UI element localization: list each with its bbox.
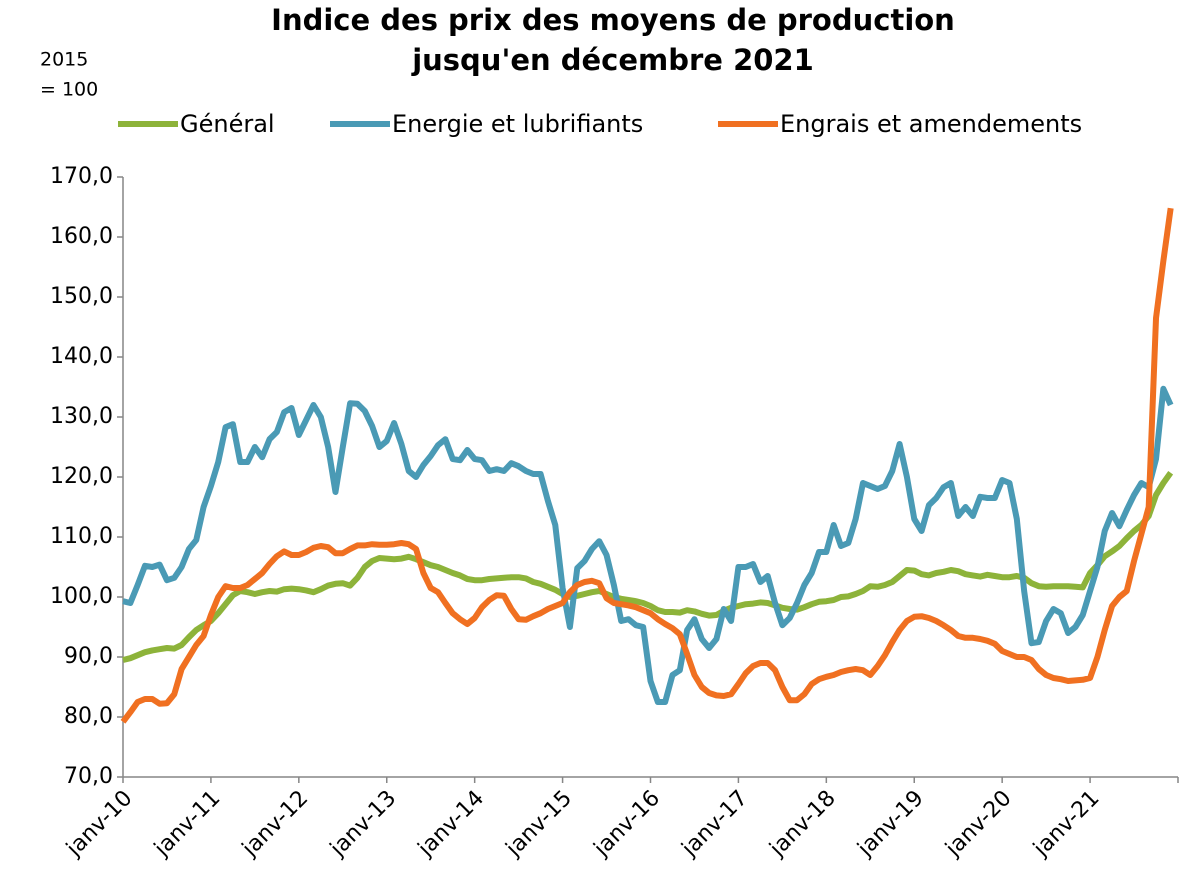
x-tick-label: janv-21 (1028, 786, 1104, 862)
y-tick-label: 70,0 (64, 764, 113, 789)
y-tick-label: 150,0 (50, 284, 113, 309)
x-tick-label: janv-10 (61, 786, 137, 862)
series-line (122, 471, 1174, 663)
y-tick-label: 120,0 (50, 464, 113, 489)
y-tick-label: 130,0 (50, 404, 113, 429)
x-tick-label: janv-15 (501, 786, 577, 862)
legend-label: Energie et lubrifiants (392, 110, 643, 138)
x-tick-label: janv-14 (413, 786, 489, 862)
y-tick-label: 90,0 (64, 644, 113, 669)
x-tick-label: janv-13 (325, 786, 401, 862)
y-tick-label: 160,0 (50, 224, 113, 249)
x-tick-label: janv-17 (677, 786, 753, 862)
x-tick-label: janv-19 (852, 786, 928, 862)
y-axis-label: = 100 (40, 79, 98, 101)
x-tick-label: janv-11 (149, 786, 225, 862)
x-tick-label: janv-20 (940, 786, 1016, 862)
legend-label: Général (180, 110, 275, 138)
y-tick-label: 80,0 (64, 704, 113, 729)
y-tick-label: 100,0 (50, 584, 113, 609)
y-tick-label: 140,0 (50, 344, 113, 369)
y-axis-label: 2015 (40, 49, 88, 71)
x-tick-label: janv-18 (765, 786, 841, 862)
series-line (122, 385, 1174, 705)
y-tick-label: 110,0 (50, 524, 113, 549)
y-tick-label: 170,0 (50, 164, 113, 189)
x-tick-label: janv-16 (589, 786, 665, 862)
legend-label: Engrais et amendements (780, 110, 1082, 138)
x-tick-label: janv-12 (237, 786, 313, 862)
series-line (120, 207, 1174, 724)
chart-title: jusqu'en décembre 2021 (411, 43, 814, 77)
chart-title: Indice des prix des moyens de production (271, 3, 955, 37)
